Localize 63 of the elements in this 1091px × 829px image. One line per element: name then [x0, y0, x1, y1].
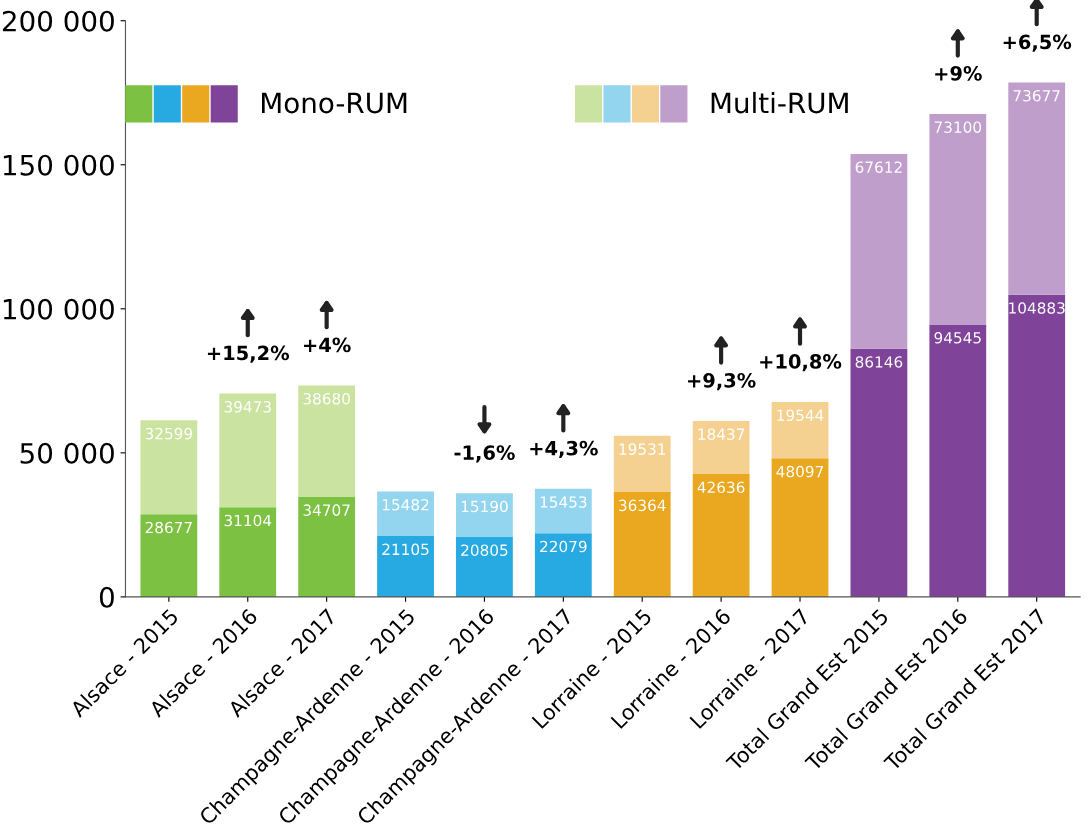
annotation: +4% — [304, 337, 351, 353]
legend-label: Multi-RUM — [711, 91, 848, 114]
bar — [298, 385, 356, 497]
data-label: 86146 — [855, 356, 903, 368]
data-label: 67612 — [855, 161, 902, 173]
bar — [140, 514, 198, 597]
annotation: -1,6% — [454, 445, 515, 463]
data-label: 19531 — [619, 443, 666, 455]
data-label: 32599 — [145, 427, 193, 440]
data-label: 39473 — [224, 401, 271, 413]
y-tick-label: 100 000 — [3, 298, 114, 320]
data-label: 31104 — [224, 514, 272, 527]
y-tick-label: 150 000 — [3, 154, 114, 176]
bar — [850, 153, 908, 349]
data-label: 18437 — [698, 428, 745, 440]
annotation: +9,3% — [688, 372, 756, 391]
bar — [692, 474, 750, 597]
bar — [377, 536, 434, 597]
bar — [377, 491, 434, 537]
data-label: 38680 — [303, 392, 350, 405]
y-tick-label: 50 000 — [20, 442, 114, 464]
y-tick-label: 200 000 — [2, 10, 114, 32]
bar — [929, 324, 987, 597]
y-tick-label: 0 — [99, 586, 114, 608]
bar — [298, 496, 356, 597]
bar — [456, 493, 513, 537]
bar — [850, 348, 908, 597]
data-label: 42636 — [697, 481, 745, 494]
bar — [613, 435, 671, 493]
annotation: +15,2% — [207, 345, 290, 363]
data-label: 36364 — [619, 499, 666, 512]
bar — [692, 420, 750, 475]
bar — [771, 458, 829, 597]
legend-label: Mono-RUM — [262, 92, 407, 114]
bar — [929, 113, 987, 325]
bar — [534, 533, 592, 597]
bar — [219, 507, 277, 597]
data-label: 15453 — [540, 496, 587, 508]
data-label: 22079 — [540, 540, 587, 553]
bar — [456, 536, 513, 597]
data-label: 20805 — [461, 544, 508, 556]
data-label: 73100 — [934, 121, 982, 133]
data-label: 28677 — [145, 521, 192, 534]
bar — [219, 393, 277, 508]
annotation: +4,3% — [530, 440, 598, 458]
annotation: +9% — [935, 65, 982, 81]
data-label: 104883 — [1009, 302, 1065, 314]
data-label: 73677 — [1013, 89, 1060, 102]
bar — [534, 488, 592, 534]
bar — [1008, 294, 1066, 597]
bar — [1008, 82, 1066, 295]
data-label: 21105 — [382, 543, 429, 556]
data-label: 48097 — [776, 465, 824, 478]
annotation: +6,5% — [1003, 34, 1072, 52]
data-label: 94545 — [934, 331, 981, 344]
bar — [140, 420, 198, 515]
bar — [771, 402, 829, 459]
data-label: 15190 — [461, 500, 508, 513]
data-label: 15482 — [382, 498, 429, 511]
data-label: 19544 — [777, 409, 824, 422]
data-label: 34707 — [303, 504, 350, 516]
annotation: +10,8% — [760, 354, 842, 372]
bar — [613, 492, 671, 597]
